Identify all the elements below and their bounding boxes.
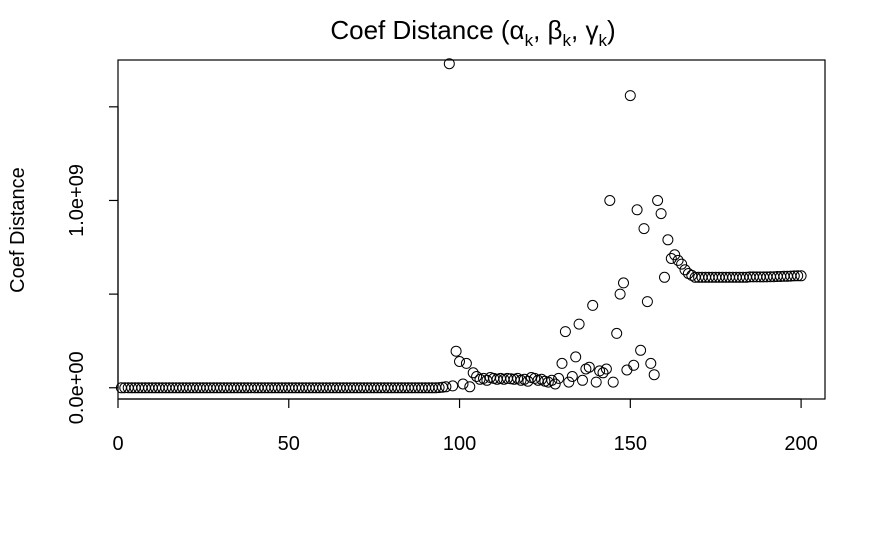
data-point <box>597 367 609 379</box>
data-point <box>607 376 619 388</box>
data-point <box>788 270 800 282</box>
data-point <box>549 378 561 390</box>
data-point <box>563 376 575 388</box>
title-alpha: α <box>510 15 525 45</box>
data-point <box>484 372 496 383</box>
data-point <box>546 374 558 386</box>
data-points <box>115 58 807 394</box>
data-point <box>566 371 578 382</box>
title-alpha-sub: k <box>525 31 534 50</box>
data-point <box>638 223 650 235</box>
data-point <box>600 363 612 375</box>
data-point <box>583 361 595 373</box>
data-point <box>539 375 551 387</box>
data-point <box>679 264 691 276</box>
data-point <box>471 371 483 382</box>
data-point <box>659 271 670 283</box>
chart-title: Coef Distance (αk, βk, γk) <box>330 15 615 50</box>
data-point <box>481 374 493 386</box>
x-tick-label: 100 <box>443 433 476 455</box>
data-point <box>556 357 568 369</box>
data-point <box>450 345 462 357</box>
title-sep-1: , <box>533 15 547 45</box>
data-point <box>635 344 647 356</box>
y-tick-label: 0.0e+00 <box>66 351 88 424</box>
data-point <box>454 356 465 367</box>
data-point <box>795 270 807 282</box>
y-axis-label: Coef Distance <box>7 167 29 293</box>
data-point <box>433 382 445 394</box>
data-point <box>624 90 636 102</box>
data-point <box>587 299 599 311</box>
data-point <box>474 373 486 385</box>
data-point <box>669 249 681 261</box>
data-point <box>662 234 674 246</box>
data-point <box>577 374 588 386</box>
data-point <box>665 253 677 264</box>
data-point <box>604 195 616 206</box>
data-point <box>614 288 626 300</box>
data-point <box>460 357 472 369</box>
data-point <box>573 318 585 330</box>
data-point <box>628 359 640 371</box>
x-axis: 0 50 100 150 200 <box>112 398 818 455</box>
data-point <box>621 364 633 376</box>
data-point <box>570 351 582 363</box>
data-point <box>457 378 469 390</box>
data-point <box>672 254 684 266</box>
data-point <box>443 58 455 70</box>
title-sep-2: , <box>571 15 585 45</box>
data-point <box>648 369 660 381</box>
x-tick-label: 50 <box>278 433 300 455</box>
data-point <box>652 195 664 206</box>
x-tick-label: 150 <box>614 433 647 455</box>
title-prefix: Coef Distance ( <box>330 15 510 45</box>
data-point <box>641 296 653 308</box>
title-suffix: ) <box>607 15 616 45</box>
title-beta: β <box>548 15 563 45</box>
data-point <box>631 204 643 216</box>
data-point <box>645 357 657 369</box>
data-point <box>467 367 479 379</box>
y-axis: 0.0e+00 1.0e+09 <box>66 106 119 424</box>
title-gamma-sub: k <box>598 31 607 50</box>
x-tick-label: 200 <box>784 433 817 455</box>
data-point <box>440 381 452 393</box>
data-point <box>464 381 476 393</box>
title-beta-sub: k <box>563 31 572 50</box>
plot-frame <box>117 59 826 400</box>
data-point <box>559 326 571 338</box>
data-point <box>792 270 804 282</box>
y-tick-label: 1.0e+09 <box>66 164 88 237</box>
title-gamma: γ <box>585 15 598 45</box>
data-point <box>611 327 623 339</box>
data-point <box>590 376 602 388</box>
data-point <box>676 258 688 270</box>
x-tick-label: 0 <box>112 433 123 455</box>
data-point <box>447 380 459 392</box>
data-point <box>655 208 667 220</box>
data-point <box>553 372 565 384</box>
data-point <box>618 277 629 289</box>
